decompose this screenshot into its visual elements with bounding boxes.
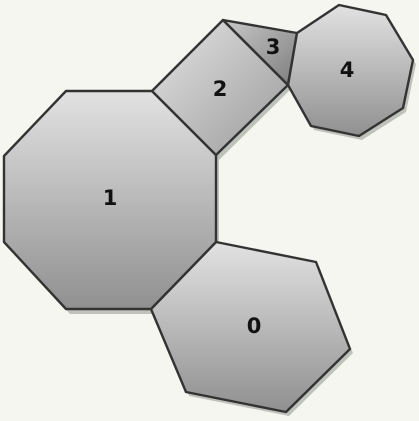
piece-1-label: 1 <box>103 186 118 210</box>
piece-2-label: 2 <box>213 77 228 101</box>
piece-4: 4 <box>286 3 415 138</box>
nonagon-shape <box>286 3 415 138</box>
piece-0-label: 0 <box>247 314 262 338</box>
piece-3-label: 3 <box>266 35 281 59</box>
piece-1: 1 <box>2 89 218 311</box>
piece-4-label: 4 <box>340 58 355 82</box>
